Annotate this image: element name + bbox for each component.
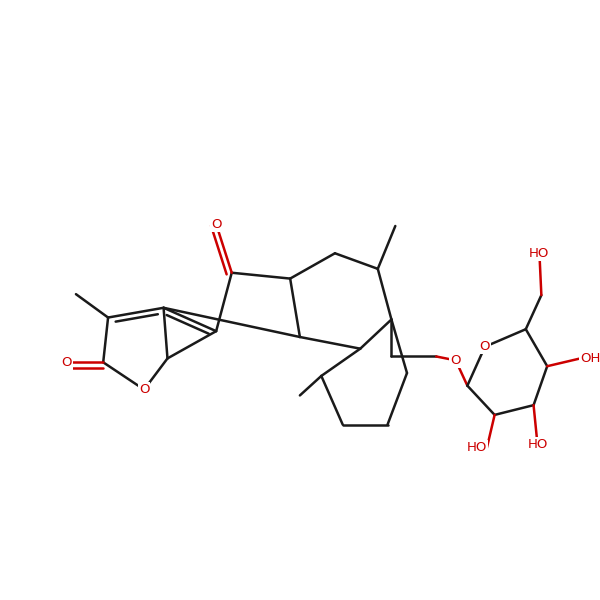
Text: O: O: [139, 383, 149, 396]
Text: O: O: [211, 218, 221, 230]
Text: OH: OH: [580, 352, 600, 365]
Text: HO: HO: [529, 247, 550, 260]
Text: HO: HO: [466, 442, 487, 454]
Text: O: O: [61, 356, 71, 369]
Text: HO: HO: [527, 437, 548, 451]
Text: O: O: [451, 354, 461, 367]
Text: O: O: [479, 340, 490, 353]
